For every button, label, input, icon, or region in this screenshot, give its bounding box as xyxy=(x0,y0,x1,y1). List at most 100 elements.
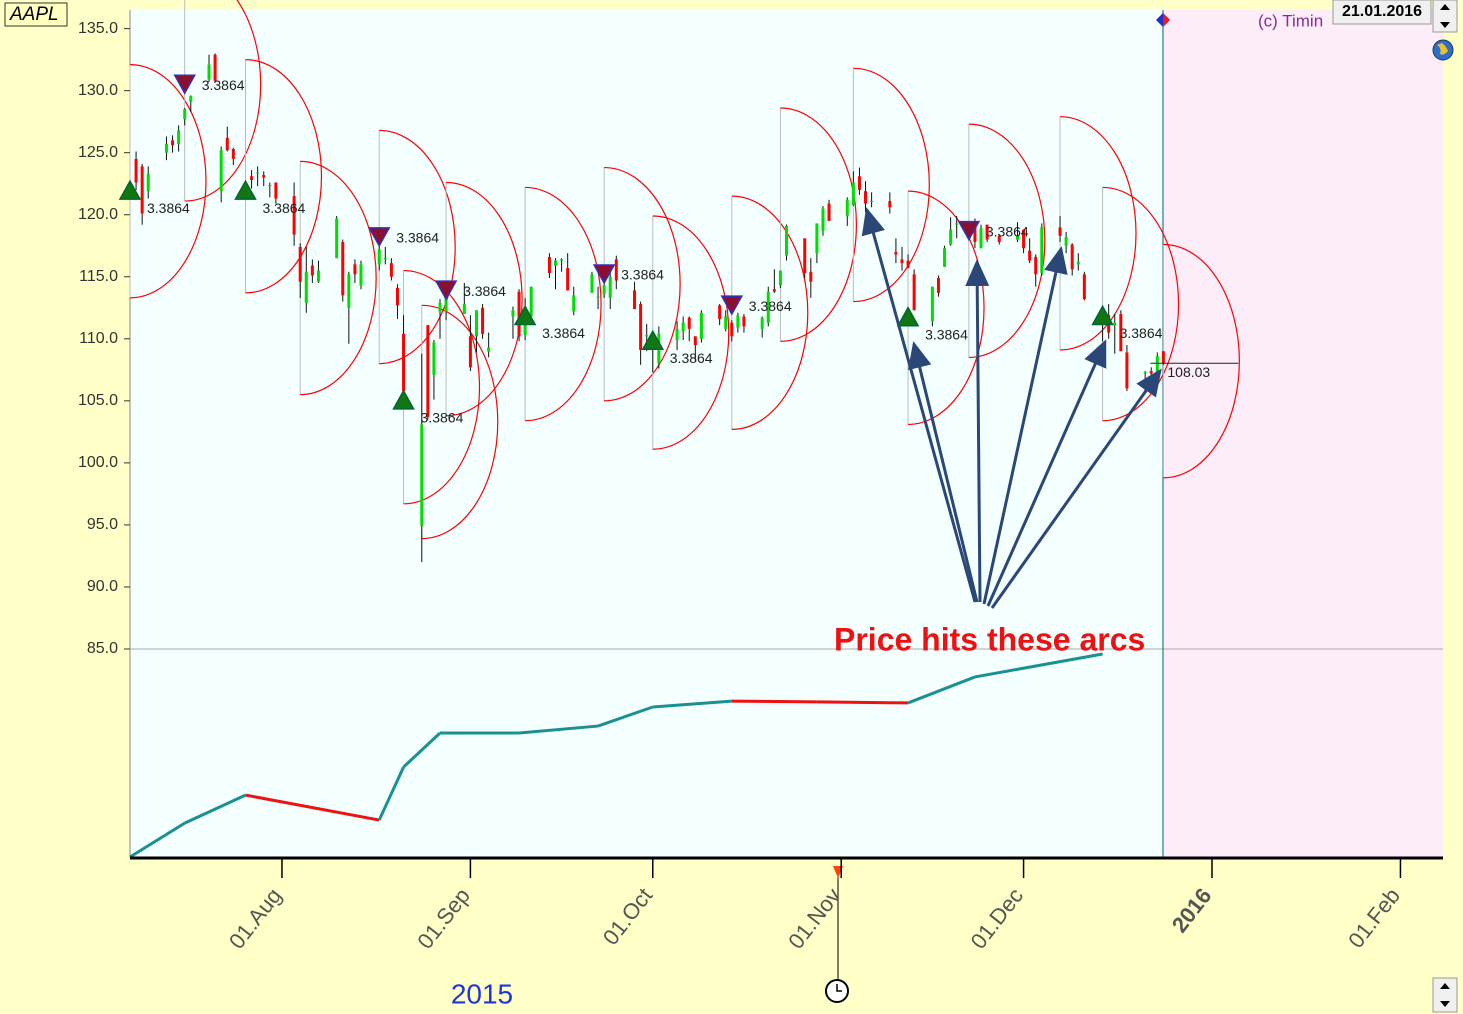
indicator-segment xyxy=(184,793,247,825)
x-tick-label: 01.Nov xyxy=(783,883,846,953)
pivot-label: 3.3864 xyxy=(621,267,664,283)
candle-body xyxy=(718,305,722,319)
candle-body xyxy=(906,260,910,269)
y-tick-label: 125.0 xyxy=(78,144,118,161)
candle-body xyxy=(481,307,485,334)
last-price-label: 108.03 xyxy=(1167,364,1210,380)
candle-body xyxy=(681,322,685,332)
candle-body xyxy=(219,150,223,192)
candle-body xyxy=(936,278,940,293)
candle-body xyxy=(231,148,235,159)
candle-body xyxy=(930,286,934,322)
candle-body xyxy=(213,54,217,81)
candle-body xyxy=(1149,371,1153,374)
pivot-marker xyxy=(392,389,415,410)
y-tick-label: 115.0 xyxy=(79,268,118,285)
pivot-marker xyxy=(513,304,537,326)
candle-body xyxy=(1040,227,1044,274)
arc xyxy=(184,0,262,202)
candle-body xyxy=(432,342,436,375)
symbol-box xyxy=(4,2,68,27)
candle-body xyxy=(468,336,472,368)
y-tick-label: 110.0 xyxy=(79,330,118,347)
indicator-segment xyxy=(816,700,909,705)
candle-body xyxy=(359,264,363,286)
y-tick-label: 95.0 xyxy=(87,516,118,533)
candle-body xyxy=(438,302,442,312)
candle-body xyxy=(1113,322,1117,326)
candle-body xyxy=(1034,256,1038,275)
pivot-label: 3.3864 xyxy=(396,230,439,246)
candle-body xyxy=(736,315,740,328)
annotation: Price hits these arcs xyxy=(834,621,1145,657)
arrow xyxy=(861,207,977,603)
pivot-label: 3.3864 xyxy=(147,200,190,216)
candle-body xyxy=(778,270,782,286)
candle-body xyxy=(766,291,770,323)
candle-body xyxy=(602,285,606,295)
candle-body xyxy=(973,223,977,243)
candle-body xyxy=(1022,229,1026,249)
candle-body xyxy=(827,203,831,221)
arc xyxy=(300,160,377,396)
pivot-marker xyxy=(896,306,920,327)
candle-body xyxy=(274,182,278,199)
indicator-segment xyxy=(597,705,654,728)
candle-body xyxy=(310,265,314,276)
candle-body xyxy=(742,316,746,327)
candle-body xyxy=(1119,313,1123,352)
y-tick-label: 120.0 xyxy=(78,206,118,223)
candle-body xyxy=(547,256,551,274)
candle-body xyxy=(140,166,144,214)
candle-body xyxy=(171,140,175,146)
x-tick-label: 01.Feb xyxy=(1343,883,1405,952)
candle-body xyxy=(985,224,989,240)
candle-body xyxy=(189,95,193,102)
x-tick-label: 01.Sep xyxy=(412,883,475,953)
candle-body xyxy=(857,176,861,190)
candle-body xyxy=(608,276,612,298)
candle-body xyxy=(730,322,734,337)
arc xyxy=(604,166,681,402)
indicator-segment xyxy=(129,821,186,859)
candle-body xyxy=(1015,235,1019,240)
x-tick-label: 01.Oct xyxy=(598,883,658,949)
indicator-segment xyxy=(907,675,976,705)
candle-body xyxy=(517,291,521,337)
candle-body xyxy=(304,271,308,303)
pivot-label: 3.3864 xyxy=(986,223,1029,239)
candle-body xyxy=(250,176,254,180)
pivot-label: 3.3864 xyxy=(670,350,713,366)
arrow xyxy=(986,339,1107,607)
pivot-label: 3.3864 xyxy=(925,326,968,342)
candle-body xyxy=(821,208,825,231)
arc xyxy=(780,107,857,342)
candle-body xyxy=(864,191,868,204)
arc xyxy=(379,129,456,365)
future-area xyxy=(1163,10,1443,857)
candle-body xyxy=(1161,351,1165,364)
arc xyxy=(1102,186,1180,422)
candle-body xyxy=(1125,352,1129,389)
pivot-marker xyxy=(720,295,744,316)
candle-body xyxy=(1155,356,1159,373)
candle-body xyxy=(699,312,703,339)
x-tick-label: 01.Aug xyxy=(224,883,287,953)
indicator-segment xyxy=(377,766,405,821)
candle-body xyxy=(389,263,393,277)
y-tick-label: 90.0 xyxy=(87,578,118,595)
pivot-marker xyxy=(173,74,196,95)
indicator-segment xyxy=(974,652,1103,679)
indicator-segment xyxy=(652,699,732,709)
pivot-marker xyxy=(367,227,391,248)
candle-body xyxy=(1070,244,1074,270)
candle-body xyxy=(474,310,478,337)
pivot-marker xyxy=(1091,304,1114,326)
pivot-marker xyxy=(118,179,142,200)
arc xyxy=(1060,116,1137,351)
candle-body xyxy=(420,424,424,527)
pivot-label: 3.3864 xyxy=(202,77,245,93)
arrow xyxy=(965,259,990,603)
candle-body xyxy=(943,248,947,267)
